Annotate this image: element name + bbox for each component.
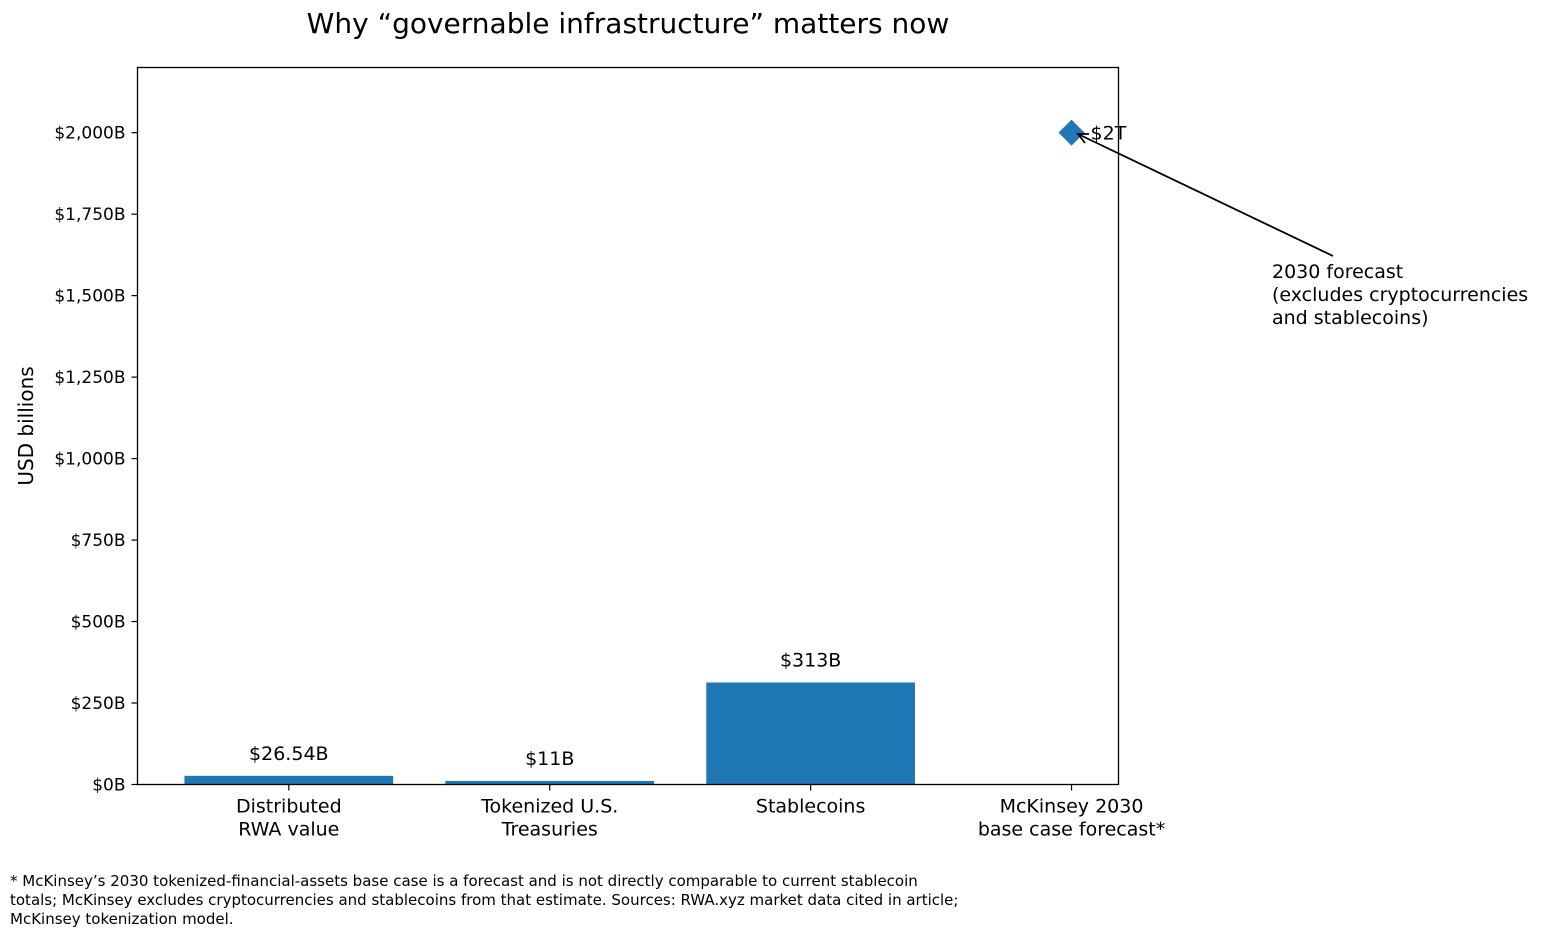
y-tick-label: $1,750B — [54, 205, 125, 225]
x-tick-label: Treasuries — [501, 819, 598, 841]
plot-frame — [136, 66, 1120, 786]
footnote-line: * McKinsey’s 2030 tokenized-financial-as… — [10, 872, 918, 890]
forecast-data-label: $2T — [1091, 123, 1127, 145]
bar — [445, 780, 655, 785]
bar — [706, 682, 915, 785]
forecast-diamond-marker — [1058, 119, 1085, 146]
y-tick-label: $750B — [71, 531, 126, 551]
bar-data-label: $11B — [525, 748, 574, 770]
y-tick-label: $1,250B — [54, 368, 125, 388]
bar-data-label: $26.54B — [249, 743, 329, 765]
y-tick-label: $1,500B — [54, 287, 125, 307]
annotation-arrow — [1079, 134, 1334, 257]
y-tick-label: $1,000B — [54, 450, 125, 470]
footnote-line: totals; McKinsey excludes cryptocurrenci… — [10, 891, 958, 909]
annotation: 2030 forecast (excludes cryptocurrencies… — [1076, 133, 1528, 329]
footnote-line: McKinsey tokenization model. — [10, 910, 234, 928]
bar — [184, 775, 394, 785]
x-tick-label: Distributed — [236, 796, 342, 818]
annotation-arrowhead — [1076, 133, 1089, 144]
y-tick-label: $2,000B — [54, 124, 125, 144]
y-tick-label: $250B — [71, 694, 126, 714]
x-tick-label: Stablecoins — [756, 796, 865, 818]
annotation-line: 2030 forecast — [1272, 261, 1403, 283]
x-tick-label: RWA value — [238, 819, 339, 841]
y-tick-label: $0B — [92, 776, 125, 796]
annotation-line: and stablecoins) — [1272, 307, 1429, 329]
x-tick-label: base case forecast* — [978, 819, 1165, 841]
y-tick-label: $500B — [71, 613, 126, 633]
chart-title: Why “governable infrastructure” matters … — [307, 7, 950, 40]
y-axis-label: USD billions — [14, 366, 38, 485]
bar-data-label: $313B — [780, 649, 841, 671]
annotation-line: (excludes cryptocurrencies — [1272, 284, 1528, 306]
x-tick-label: Tokenized U.S. — [480, 796, 618, 818]
x-tick-label: McKinsey 2030 — [1000, 796, 1144, 818]
